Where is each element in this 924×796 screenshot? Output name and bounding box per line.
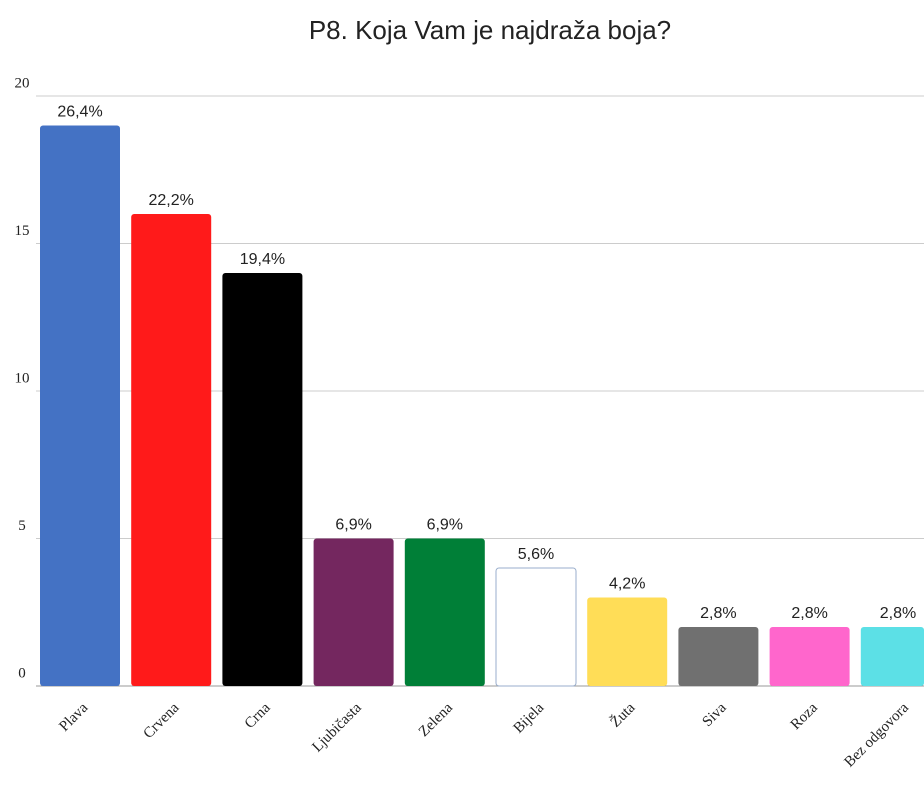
bar: [222, 273, 303, 686]
x-tick-label: Ljubičasta: [309, 700, 365, 756]
value-label: 6,9%: [427, 517, 463, 534]
value-label: 2,8%: [700, 605, 736, 622]
value-label: 2,8%: [880, 605, 916, 622]
bar: [131, 214, 212, 686]
chart-title: P8. Koja Vam je najdraža boja?: [309, 15, 671, 45]
value-label: 6,9%: [335, 517, 371, 534]
bar: [404, 538, 485, 686]
value-label: 4,2%: [609, 576, 645, 593]
bar: [678, 627, 759, 686]
x-tick-label: Plava: [56, 700, 91, 735]
x-tick-label: Crvena: [141, 700, 183, 742]
bar: [495, 567, 577, 687]
bar: [40, 125, 120, 686]
x-tick-label: Crna: [242, 700, 274, 732]
value-label: 5,6%: [518, 546, 554, 563]
bar: [313, 538, 394, 686]
y-tick-label: 0: [18, 665, 26, 681]
value-label: 22,2%: [149, 192, 194, 209]
bar: [769, 627, 850, 686]
x-tick-label: Bijela: [511, 700, 548, 737]
bar: [860, 627, 924, 686]
value-label: 26,4%: [57, 104, 102, 121]
y-tick-label: 5: [18, 518, 26, 534]
value-label: 19,4%: [240, 251, 285, 268]
y-tick-label: 10: [15, 370, 30, 386]
value-label: 2,8%: [791, 605, 827, 622]
x-tick-label: Žuta: [607, 699, 639, 731]
y-tick-label: 20: [15, 75, 30, 91]
x-tick-label: Zelena: [416, 700, 456, 740]
x-tick-label: Roza: [788, 700, 821, 733]
y-tick-label: 15: [15, 223, 30, 239]
x-tick-label: Siva: [699, 700, 729, 730]
bar: [587, 597, 668, 686]
x-tick-label: Bez odgovora: [842, 700, 913, 771]
